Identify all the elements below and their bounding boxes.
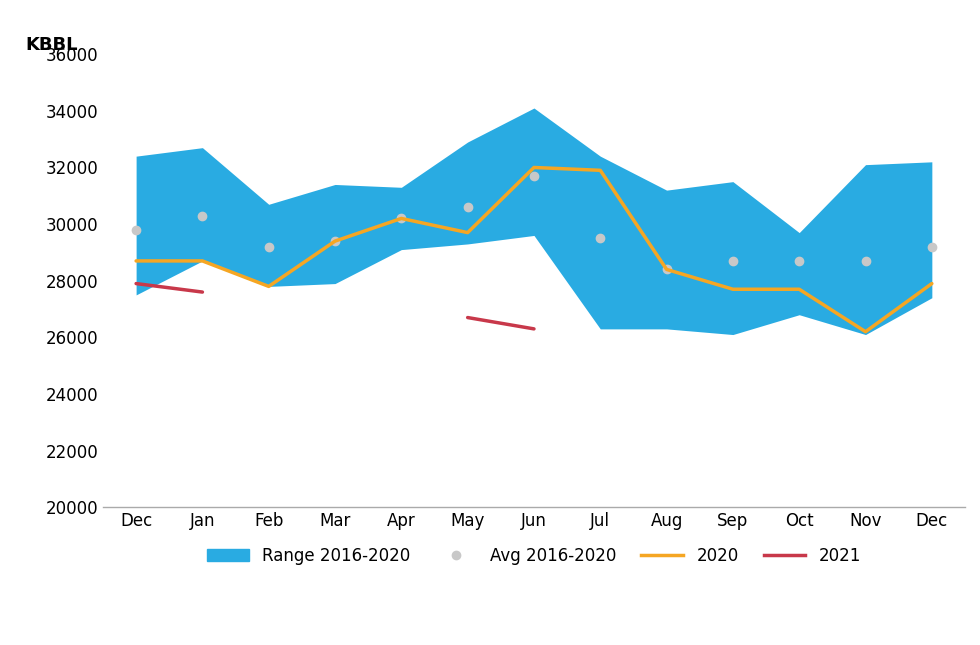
Line: Avg 2016-2020: Avg 2016-2020 bbox=[132, 172, 936, 273]
2020 bbox=[396, 215, 408, 223]
2020 bbox=[130, 257, 142, 265]
2020 bbox=[197, 257, 209, 265]
2020 bbox=[462, 229, 473, 237]
Avg 2016-2020 bbox=[926, 243, 938, 251]
Avg 2016-2020 bbox=[197, 212, 209, 219]
Avg 2016-2020 bbox=[661, 266, 672, 273]
Avg 2016-2020 bbox=[462, 203, 473, 211]
2020 bbox=[794, 285, 806, 293]
Avg 2016-2020 bbox=[794, 257, 806, 265]
2020 bbox=[727, 285, 739, 293]
Avg 2016-2020 bbox=[263, 243, 274, 251]
2020 bbox=[329, 237, 341, 245]
2020 bbox=[595, 166, 607, 174]
Line: 2020: 2020 bbox=[136, 168, 932, 332]
Avg 2016-2020 bbox=[528, 172, 540, 180]
2021 bbox=[130, 280, 142, 288]
2020 bbox=[926, 280, 938, 288]
Text: KBBL: KBBL bbox=[25, 36, 77, 54]
Avg 2016-2020 bbox=[859, 257, 871, 265]
Avg 2016-2020 bbox=[595, 234, 607, 242]
Avg 2016-2020 bbox=[727, 257, 739, 265]
2020 bbox=[859, 328, 871, 335]
Legend: Range 2016-2020, Avg 2016-2020, 2020, 2021: Range 2016-2020, Avg 2016-2020, 2020, 20… bbox=[200, 540, 867, 571]
Line: 2021: 2021 bbox=[136, 284, 203, 292]
Avg 2016-2020 bbox=[396, 215, 408, 223]
Avg 2016-2020 bbox=[130, 226, 142, 233]
2021 bbox=[197, 288, 209, 296]
2020 bbox=[263, 283, 274, 290]
2020 bbox=[661, 266, 672, 273]
2020 bbox=[528, 164, 540, 172]
Avg 2016-2020 bbox=[329, 237, 341, 245]
